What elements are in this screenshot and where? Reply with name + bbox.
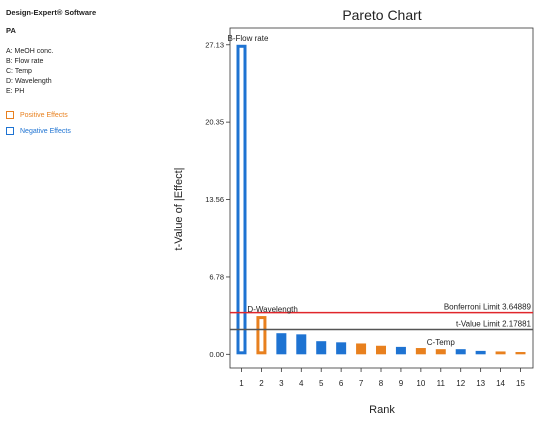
limit-lines: Bonferroni Limit 3.64889 t-Value Limit 2.… bbox=[230, 303, 533, 331]
bar-rank-14 bbox=[495, 351, 506, 355]
x-axis-label: Rank bbox=[369, 404, 395, 416]
x-tick-label: 6 bbox=[339, 379, 344, 388]
bar-label-rank-2: D-Wavelength bbox=[247, 305, 297, 314]
legend-positive-label: Positive Effects bbox=[20, 111, 68, 119]
bar-rank-4 bbox=[296, 334, 307, 355]
y-tick-label: 27.13 bbox=[205, 40, 224, 49]
bar-label-rank-1: B-Flow rate bbox=[228, 34, 269, 43]
bars bbox=[236, 44, 526, 355]
bar-rank-12 bbox=[455, 349, 466, 355]
bar-rank-8 bbox=[376, 345, 386, 355]
bar-rank-2 bbox=[256, 316, 267, 355]
bar-rank-9 bbox=[395, 346, 406, 355]
legend-positive: Positive Effects bbox=[6, 111, 156, 119]
limit-label-0: Bonferroni Limit 3.64889 bbox=[444, 303, 532, 312]
y-axis-label: t-Value of |Effect| bbox=[173, 168, 185, 251]
legend-negative: Negative Effects bbox=[6, 127, 156, 135]
y-tick-label: 6.78 bbox=[209, 272, 224, 281]
x-tick-label: 15 bbox=[516, 379, 525, 388]
factor-item: A: MeOH conc. bbox=[6, 48, 54, 55]
bar-rank-3 bbox=[276, 333, 287, 355]
y-tick-label: 13.56 bbox=[205, 195, 224, 204]
x-tick-label: 3 bbox=[279, 379, 284, 388]
negative-swatch bbox=[6, 127, 14, 135]
bar-rank-7 bbox=[356, 343, 367, 355]
y-tick-label: 20.35 bbox=[205, 118, 224, 127]
factor-item: E: PH bbox=[6, 88, 25, 95]
plot-frame bbox=[229, 27, 534, 369]
limit-label-1: t-Value Limit 2.17881 bbox=[456, 319, 532, 328]
x-tick-label: 1 bbox=[239, 379, 244, 388]
bar-labels: B-Flow rate D-Wavelength C-Temp bbox=[228, 34, 456, 347]
bar-rank-13 bbox=[475, 350, 486, 355]
x-tick-label: 5 bbox=[319, 379, 324, 388]
y-axis: 0.00 6.78 13.56 20.35 27.13 bbox=[205, 40, 230, 359]
y-tick-label: 0.00 bbox=[209, 350, 224, 359]
bar-label-rank-11: C-Temp bbox=[427, 338, 456, 347]
x-tick-label: 12 bbox=[456, 379, 465, 388]
bar-rank-6 bbox=[336, 342, 347, 355]
bar-rank-1 bbox=[236, 44, 247, 355]
x-tick-label: 7 bbox=[359, 379, 364, 388]
bar-rank-5 bbox=[316, 341, 327, 355]
x-tick-label: 13 bbox=[476, 379, 485, 388]
factor-item: D: Wavelength bbox=[6, 78, 52, 85]
legend-negative-label: Negative Effects bbox=[20, 127, 71, 135]
factor-item: C: Temp bbox=[6, 68, 32, 75]
x-tick-label: 4 bbox=[299, 379, 304, 388]
x-tick-label: 8 bbox=[379, 379, 384, 388]
bar-rank-10 bbox=[415, 348, 426, 355]
x-tick-label: 2 bbox=[259, 379, 264, 388]
bar-rank-15 bbox=[515, 352, 526, 355]
chart-title: Pareto Chart bbox=[342, 7, 421, 23]
x-tick-label: 14 bbox=[496, 379, 505, 388]
x-tick-label: 11 bbox=[437, 379, 446, 388]
bar-rank-11 bbox=[435, 349, 446, 355]
x-tick-label: 9 bbox=[399, 379, 404, 388]
response-name: PA bbox=[6, 26, 16, 35]
factor-item: B: Flow rate bbox=[6, 58, 44, 65]
positive-swatch bbox=[6, 111, 14, 119]
factor-list: A: MeOH conc. B: Flow rate C: Temp D: Wa… bbox=[6, 47, 156, 97]
x-tick-label: 10 bbox=[416, 379, 425, 388]
x-axis: 1 2 3 4 5 6 7 8 9 10 11 12 13 14 15 bbox=[239, 368, 525, 388]
sidebar: Design-Expert® Software PA A: MeOH conc.… bbox=[6, 8, 156, 135]
software-name: Design-Expert® Software bbox=[6, 8, 97, 17]
